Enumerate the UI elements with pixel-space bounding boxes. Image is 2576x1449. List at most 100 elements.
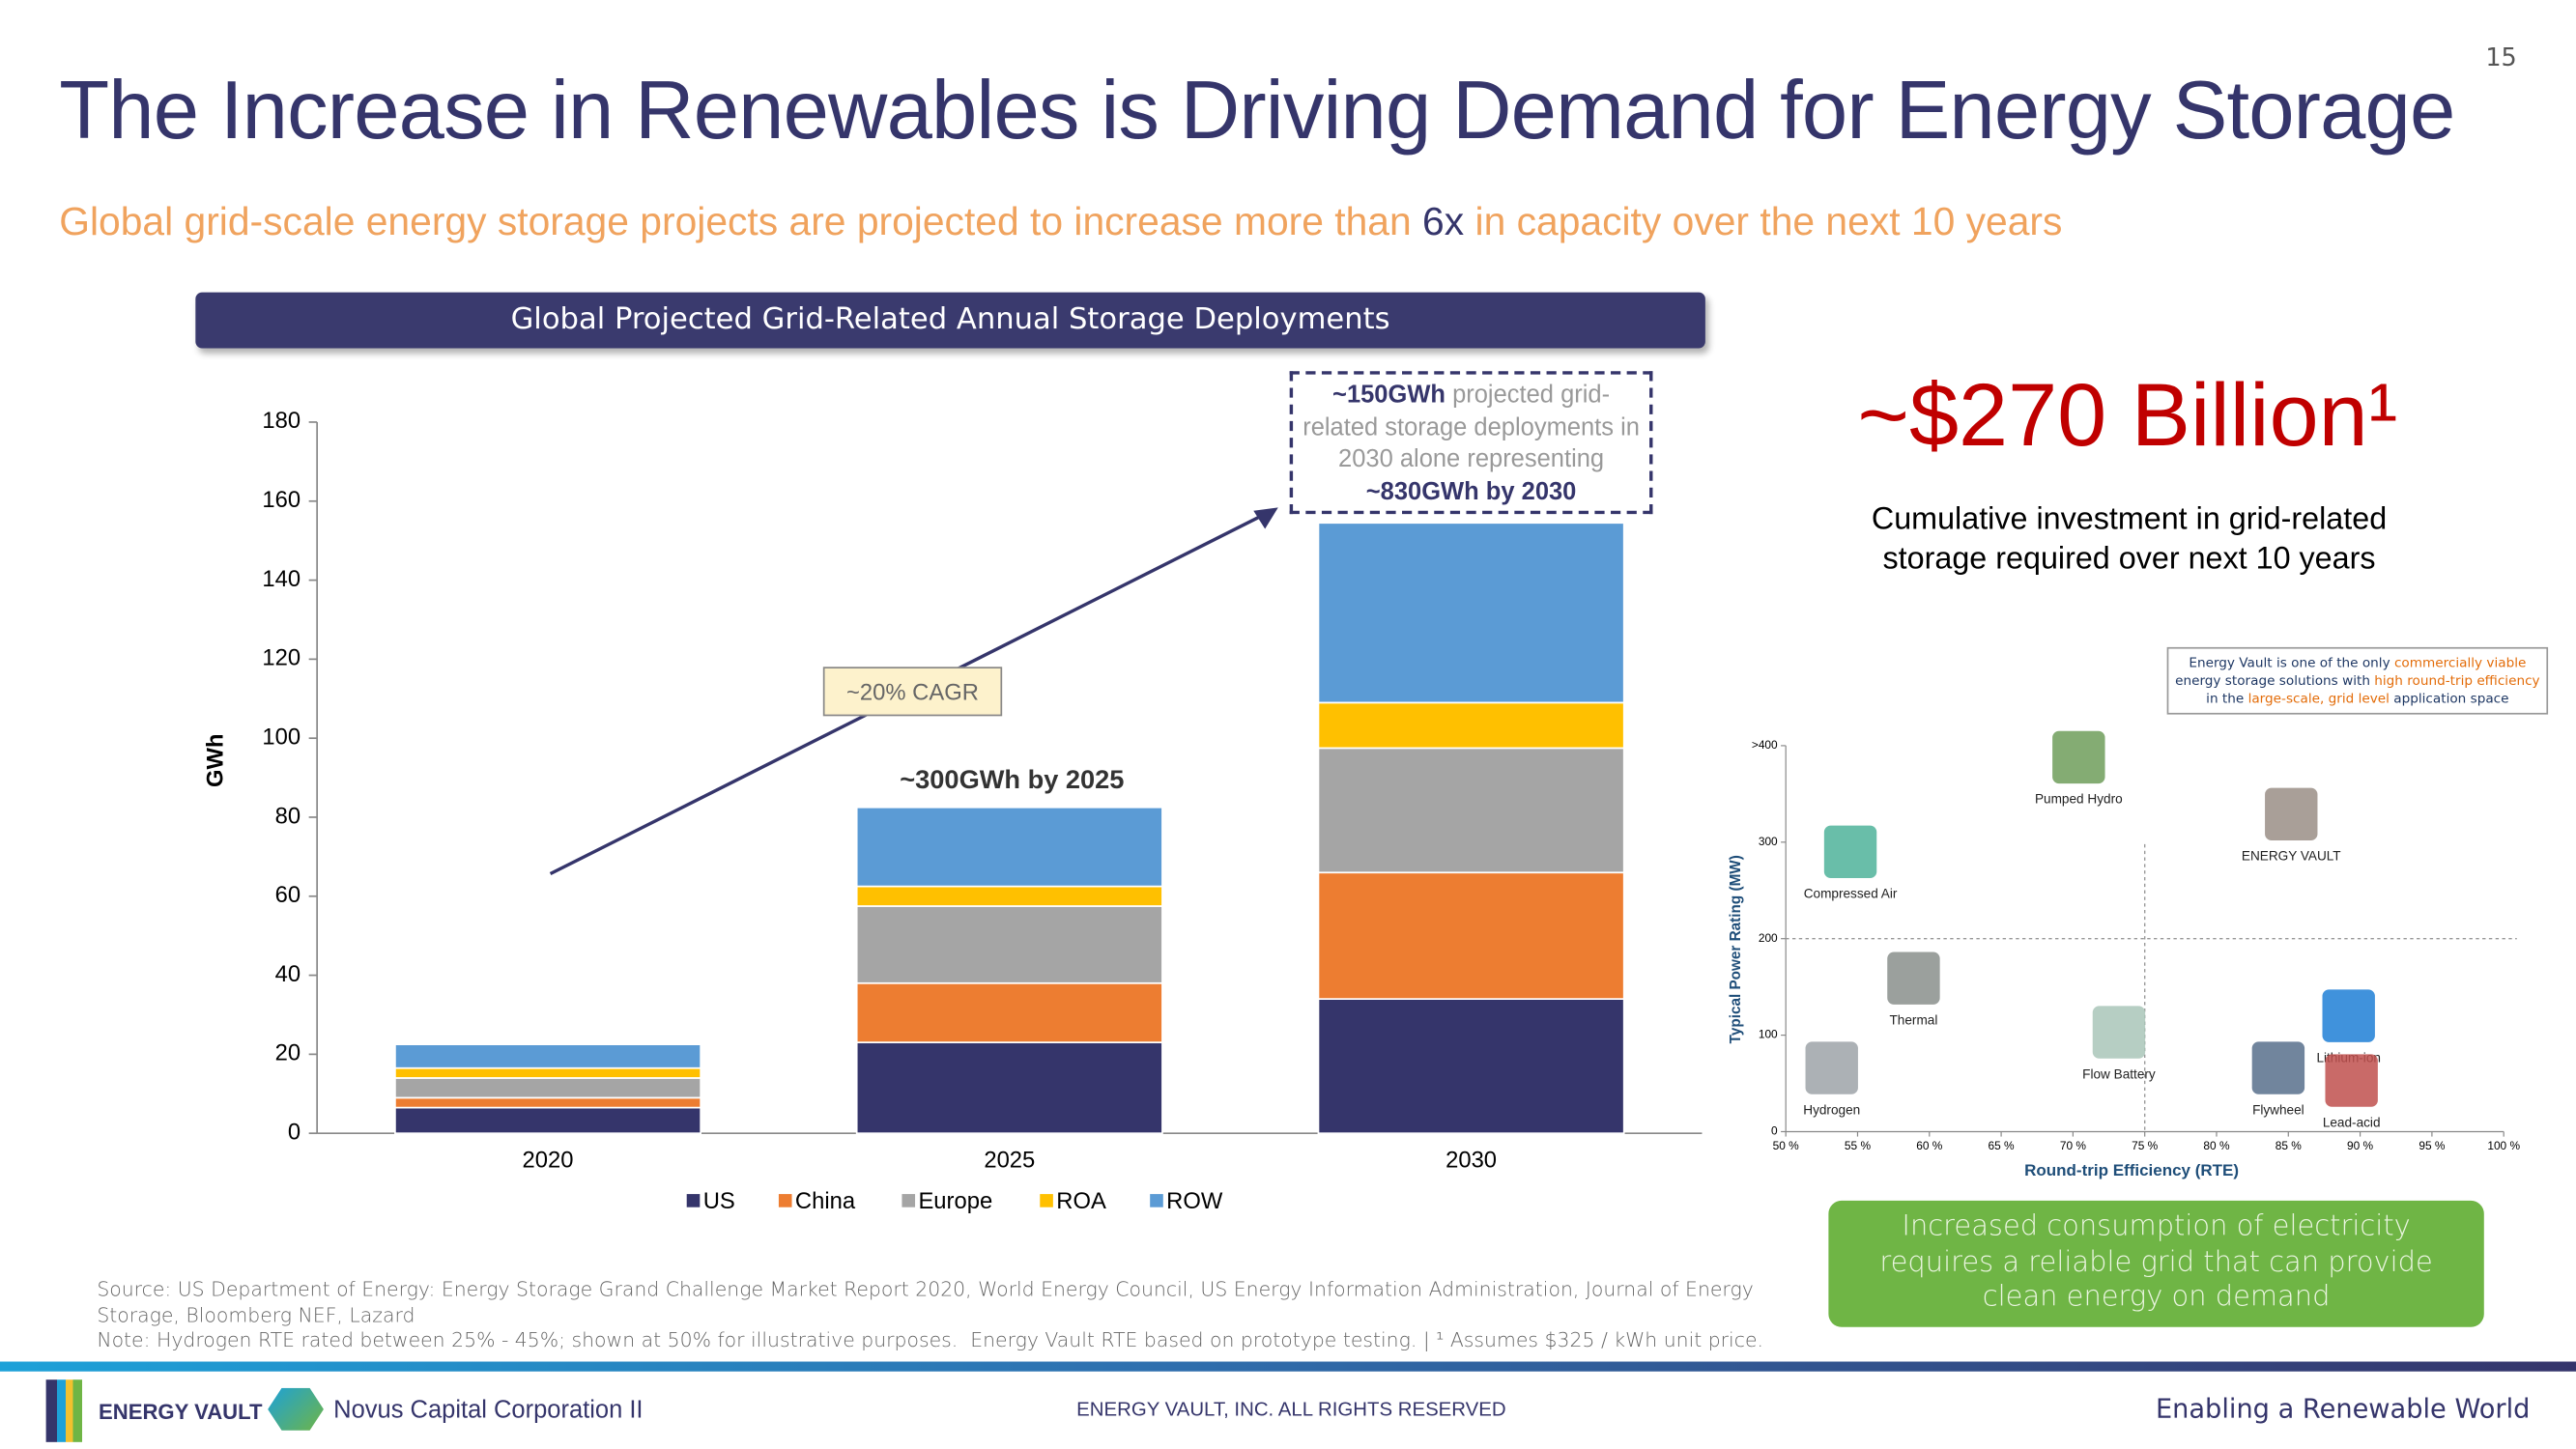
subtitle-highlight: 6x [1422,200,1465,245]
legend-swatch [686,1194,701,1208]
bar-segment [855,806,1163,888]
legend-swatch [1040,1194,1053,1208]
bar-segment [394,1077,702,1099]
subtitle-text: Global grid-scale energy storage project… [59,200,1423,245]
technology-label: ENERGY VAULT [2242,849,2341,864]
arrow-head [1253,507,1278,529]
legend-label: Europe [918,1188,992,1214]
technology-icon [1805,1041,1858,1094]
legend-label: China [795,1188,856,1214]
note-text: Note: Hydrogen RTE rated between 25% - 4… [97,1328,1763,1352]
technology-label: Hydrogen [1803,1102,1860,1117]
note-segment: Energy Vault is one of the only [2189,655,2394,670]
page-number: 15 [2485,43,2517,72]
cagr-label: ~20% CAGR [822,667,1003,717]
technology-label: Thermal [1890,1012,1938,1027]
legend-label: ROW [1166,1188,1223,1214]
bar-segment [394,1043,702,1069]
source-text: Source: US Department of Energy: Energy … [97,1277,1754,1326]
y-tick-label: 100 [1759,1028,1778,1041]
technology-label: Flywheel [2252,1102,2304,1117]
bar-segment [1317,701,1625,750]
legend-label: US [703,1188,735,1214]
technology-icon [1823,825,1877,879]
bar-segment [394,1096,702,1109]
projection-callout: ~150GWh projected grid-related storage d… [1289,371,1653,515]
note-segment: high round-trip efficiency [2374,673,2540,689]
investment-headline: ~$270 Billion¹ [1857,366,2398,466]
technology-icon [2325,1054,2378,1107]
y-tick-label: 0 [1771,1124,1778,1138]
y-tick-label: 80 [275,803,301,829]
energy-vault-logo [45,1379,83,1442]
callout-strong: ~830GWh by 2030 [1365,476,1577,505]
technology-icon [2092,1006,2146,1059]
green-callout: Increased consumption of electricity req… [1828,1200,2484,1327]
y-tick-label: 100 [262,724,301,750]
subtitle-text: in capacity over the next 10 years [1464,200,2063,245]
y-tick-label: 180 [262,408,301,434]
bar-segment [855,885,1163,907]
x-tick-label: 55 % [1845,1139,1872,1152]
y-tick-label: 140 [262,566,301,592]
technology-label: Pumped Hydro [2035,792,2123,807]
logo-text: ENERGY VAULT [99,1399,263,1425]
x-tick-label: 85 % [2275,1139,2303,1152]
legend-swatch [778,1194,792,1208]
bar-segment [394,1106,702,1135]
x-tick-label: 2030 [1445,1147,1497,1173]
x-tick-label: 75 % [2132,1139,2159,1152]
y-tick-label: 300 [1759,835,1778,848]
x-tick-label: 95 % [2419,1139,2446,1152]
technology-label: Lead-acid [2323,1115,2381,1129]
technology-icon [2251,1041,2305,1094]
callout-text: projected grid-related storage deploymen… [1302,381,1640,473]
bar-segment [855,1041,1163,1135]
technology-label: Flow Battery [2082,1066,2156,1081]
diagram-note: Energy Vault is one of the only commerci… [2166,646,2549,715]
footer-bar [0,1361,2576,1372]
tagline: Enabling a Renewable World [2155,1392,2531,1425]
label-2025: ~300GWh by 2025 [900,767,1125,795]
bar-segment [394,1066,702,1079]
logo-text: Novus Capital Corporation II [333,1396,644,1425]
x-axis-title: Round-trip Efficiency (RTE) [2024,1161,2239,1179]
chart-title: Global Projected Grid-Related Annual Sto… [195,292,1705,349]
bar-segment [855,905,1163,984]
technology-icon [1887,952,1940,1005]
y-tick-label: >400 [1752,738,1778,752]
y-axis-title: GWh [203,733,229,787]
y-tick-label: 120 [262,645,301,671]
note-segment: application space [2389,691,2509,707]
x-tick-label: 80 % [2203,1139,2230,1152]
rights-text: ENERGY VAULT, INC. ALL RIGHTS RESERVED [1076,1397,1506,1421]
note-segment: energy storage solutions with [2175,673,2375,689]
bar-segment [1317,998,1625,1135]
x-tick-label: 50 % [1773,1139,1800,1152]
legend-swatch [1150,1194,1163,1208]
y-tick-label: 0 [288,1119,301,1145]
technology-label: Compressed Air [1804,887,1898,901]
x-tick-label: 65 % [1989,1139,2016,1152]
technology-icon [2322,989,2375,1042]
x-tick-label: 2025 [984,1147,1035,1173]
legend-swatch [902,1194,916,1208]
bar-segment [855,981,1163,1043]
technology-icon [2265,787,2318,841]
note-segment: commercially viable [2393,655,2527,670]
note-segment: large-scale, grid level [2247,691,2390,707]
y-axis-title: Typical Power Rating (MW) [1728,855,1744,1043]
y-tick-label: 200 [1759,931,1778,945]
bar-segment [1317,747,1625,874]
bar-segment [1317,871,1625,1000]
x-tick-label: 2020 [523,1147,574,1173]
x-tick-label: 100 % [2487,1139,2520,1152]
x-tick-label: 70 % [2060,1139,2087,1152]
note-segment: in the [2206,691,2248,707]
investment-caption: Cumulative investment in grid-related st… [1871,502,2388,577]
y-tick-label: 160 [262,487,301,513]
x-tick-label: 90 % [2347,1139,2374,1152]
